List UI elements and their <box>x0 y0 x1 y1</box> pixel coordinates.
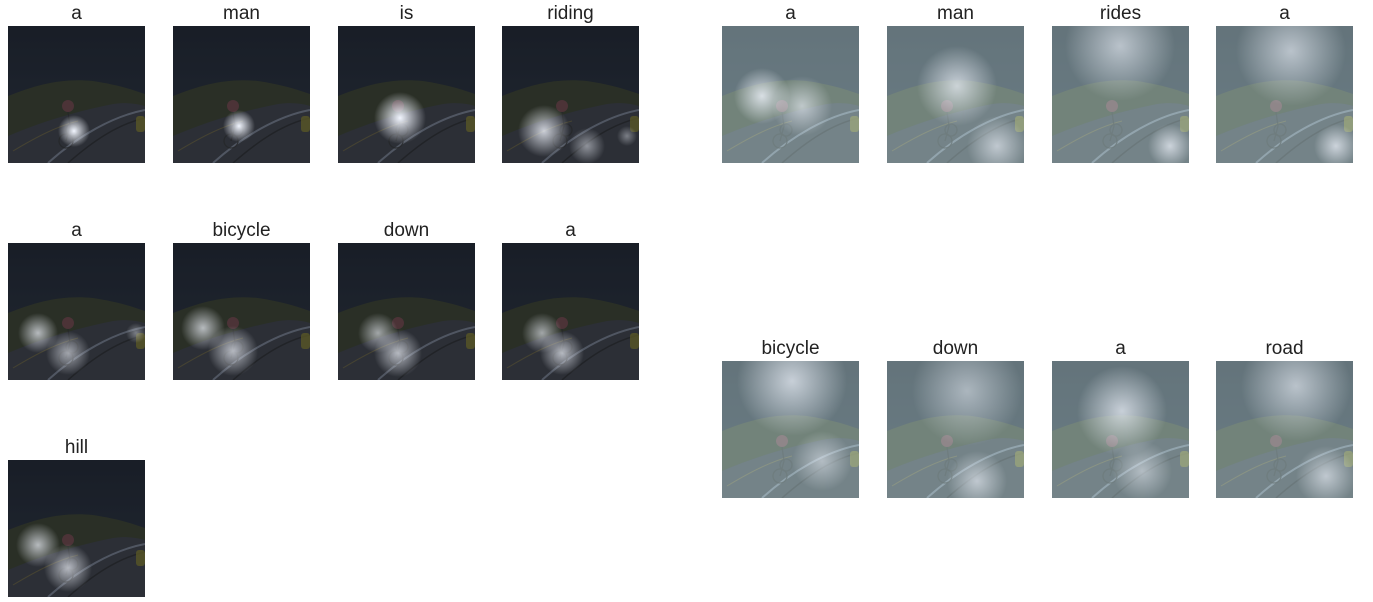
right-attention-map-image <box>1052 26 1189 163</box>
right-attention-map-image <box>722 361 859 498</box>
right-word-label: a <box>1115 338 1126 359</box>
left-word-label: man <box>223 3 260 24</box>
right-attention-map-image <box>887 361 1024 498</box>
left-attention-map-image <box>8 460 145 597</box>
left-word-label: bicycle <box>212 220 271 241</box>
left-word-label: riding <box>547 3 594 24</box>
right-attention-map-image <box>1216 361 1353 498</box>
left-attention-map-image <box>502 26 639 163</box>
left-word-label: down <box>383 220 430 241</box>
right-word-label: a <box>1279 3 1290 24</box>
left-attention-map-image <box>173 243 310 380</box>
left-word-label: hill <box>64 437 89 458</box>
left-attention-map-image <box>8 243 145 380</box>
right-attention-map-image <box>1216 26 1353 163</box>
right-word-label: a <box>785 3 796 24</box>
right-word-label: down <box>932 338 979 359</box>
left-attention-map-image <box>8 26 145 163</box>
left-attention-map-image <box>502 243 639 380</box>
left-word-label: a <box>565 220 576 241</box>
left-word-label: is <box>399 3 414 24</box>
right-attention-map-image <box>722 26 859 163</box>
left-word-label: a <box>71 3 82 24</box>
right-word-label: man <box>937 3 974 24</box>
left-word-label: a <box>71 220 82 241</box>
right-attention-map-image <box>887 26 1024 163</box>
right-word-label: bicycle <box>761 338 820 359</box>
left-attention-map-image <box>173 26 310 163</box>
right-word-label: road <box>1265 338 1304 359</box>
right-attention-map-image <box>1052 361 1189 498</box>
left-attention-map-image <box>338 243 475 380</box>
right-word-label: rides <box>1099 3 1142 24</box>
left-attention-map-image <box>338 26 475 163</box>
